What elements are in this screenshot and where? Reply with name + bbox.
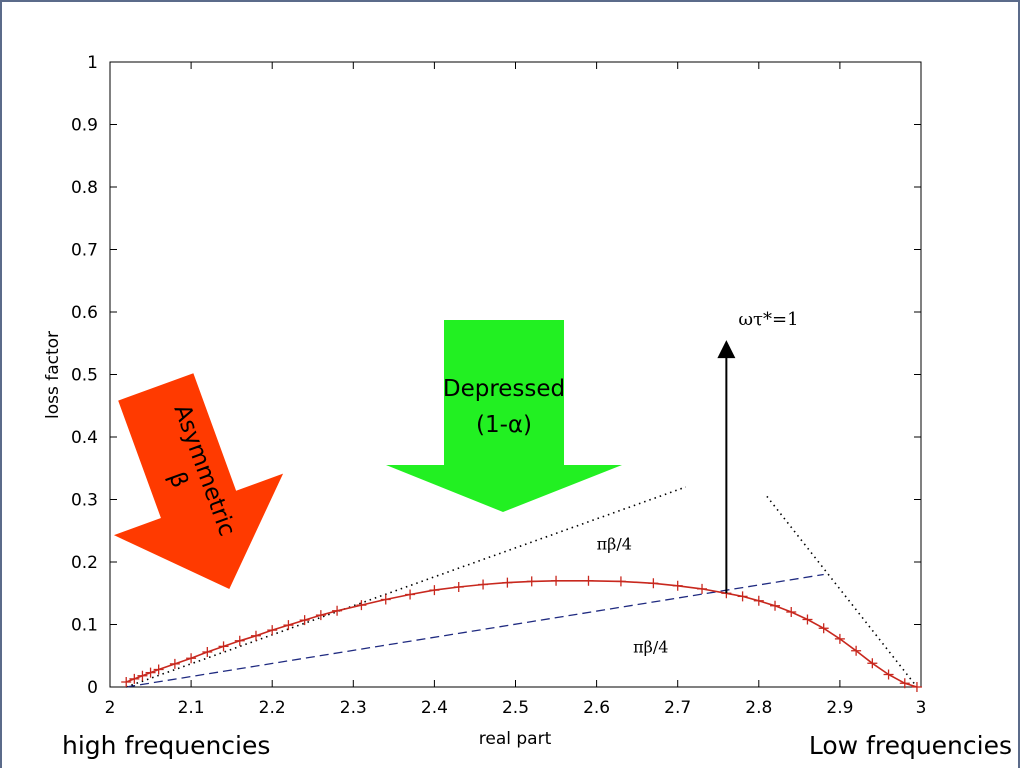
asymmetric-arrow-shape [113,373,284,589]
tick-labels: 2 2.1 2.2 2.3 2.4 2.5 2.6 2.7 2.8 2.9 3 0 0.1 0.2 0.3 0… [71,53,926,718]
ticks [109,61,922,688]
y-tick-label: 0.6 [71,303,98,323]
data-point [583,575,594,586]
reference-lines [125,486,918,688]
data-point [818,623,829,634]
depressed-arrow-shape [386,320,622,512]
y-tick-label: 0.5 [71,366,98,386]
data-point [218,641,229,652]
data-point [502,577,513,588]
y-axis-label: loss factor [43,331,63,419]
data-point [186,653,197,664]
x-tick-label: 2.8 [745,698,772,718]
data-point [911,682,922,692]
data-point [802,614,813,625]
y-tick-label: 0.8 [71,178,98,198]
x-tick-label: 2.4 [421,698,448,718]
data-point [526,576,537,587]
depressed-symbol: (1-α) [476,412,532,438]
x-tick-label: 2.6 [583,698,610,718]
data-point [867,658,878,669]
y-tick-label: 0.9 [71,116,98,136]
x-tick-label: 2 [105,698,116,718]
dotted-reference-line [766,495,918,688]
dashed-reference-line [126,573,824,688]
data-point [883,669,894,680]
data-point [899,678,910,689]
data-point [429,585,440,596]
depressed-callout: Depressed (1-α) [386,320,622,512]
x-tick-label: 2.9 [826,698,853,718]
data-point [315,610,326,621]
data-point [405,589,416,600]
y-tick-label: 0.7 [71,241,98,261]
x-tick-label: 2.2 [259,698,286,718]
data-point [250,630,261,641]
data-point [453,582,464,592]
data-point [153,664,164,675]
peak-arrow-head [717,340,736,359]
data-point [267,625,278,636]
peak-arrow [717,340,736,594]
data-point [202,647,213,657]
data-point [834,633,845,644]
data-point [672,580,683,591]
angle-label-lower: πβ/4 [633,638,668,657]
x-tick-label: 3 [916,698,927,718]
data-point [169,658,180,669]
y-tick-label: 0.3 [71,491,98,511]
data-point [129,673,140,684]
angle-label-upper: πβ/4 [597,535,632,554]
data-point [697,583,708,594]
series-layer [121,575,922,692]
x-tick-label: 2.7 [664,698,691,718]
data-point [753,595,764,606]
x-tick-label: 2.1 [178,698,205,718]
data-point [356,600,367,611]
x-axis-label: real part [479,729,552,749]
y-tick-label: 0.4 [71,428,98,448]
data-point [786,607,797,617]
y-tick-label: 0 [87,678,98,698]
dotted-reference-line [125,486,687,688]
x-tick-label: 2.5 [502,698,529,718]
data-point [737,591,748,602]
data-point [851,645,862,656]
data-point [551,575,562,586]
peak-arrow-label: ωτ*=1 [738,309,798,330]
data-point [380,594,391,605]
data-point [234,635,245,646]
caption-low-frequencies: Low frequencies [808,731,1012,760]
data-point [615,576,626,587]
y-tick-label: 1 [87,53,98,73]
data-point [121,677,132,687]
data-point [137,670,148,681]
y-tick-label: 0.1 [71,616,98,636]
caption-high-frequencies: high frequencies [62,731,271,760]
data-point [299,615,310,626]
data-point [283,620,294,631]
y-tick-label: 0.2 [71,553,98,573]
data-point [145,667,156,678]
x-tick-label: 2.3 [340,698,367,718]
data-point [648,578,659,589]
data-point [478,579,489,590]
depressed-label: Depressed [443,376,565,402]
data-point [332,605,343,616]
data-point [770,600,781,611]
